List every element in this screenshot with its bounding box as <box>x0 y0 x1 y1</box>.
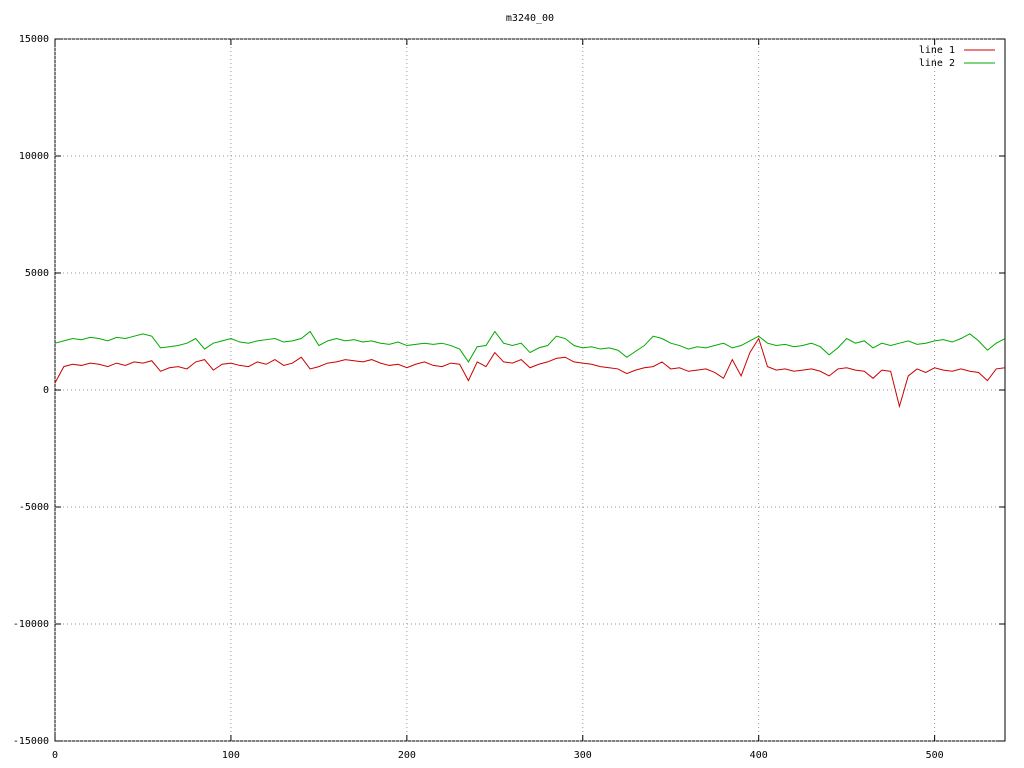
x-tick-label: 200 <box>398 750 416 761</box>
x-tick-label: 0 <box>52 750 58 761</box>
x-tick-label: 500 <box>926 750 944 761</box>
y-tick-label: 10000 <box>19 151 49 162</box>
chart-title: m3240_00 <box>506 13 554 24</box>
x-tick-label: 300 <box>574 750 592 761</box>
y-tick-label: -15000 <box>13 736 49 747</box>
x-tick-label: 400 <box>750 750 768 761</box>
legend-label: line 2 <box>919 58 955 69</box>
x-tick-label: 100 <box>222 750 240 761</box>
y-tick-label: 15000 <box>19 34 49 45</box>
y-tick-label: -10000 <box>13 619 49 630</box>
data-line <box>54 337 1006 409</box>
legend-label: line 1 <box>919 45 955 56</box>
plot-frame <box>54 38 1006 742</box>
y-tick-label: -5000 <box>19 502 49 513</box>
y-tick-label: 5000 <box>25 268 49 279</box>
y-tick-label: 0 <box>43 385 49 396</box>
data-line <box>54 330 1006 363</box>
